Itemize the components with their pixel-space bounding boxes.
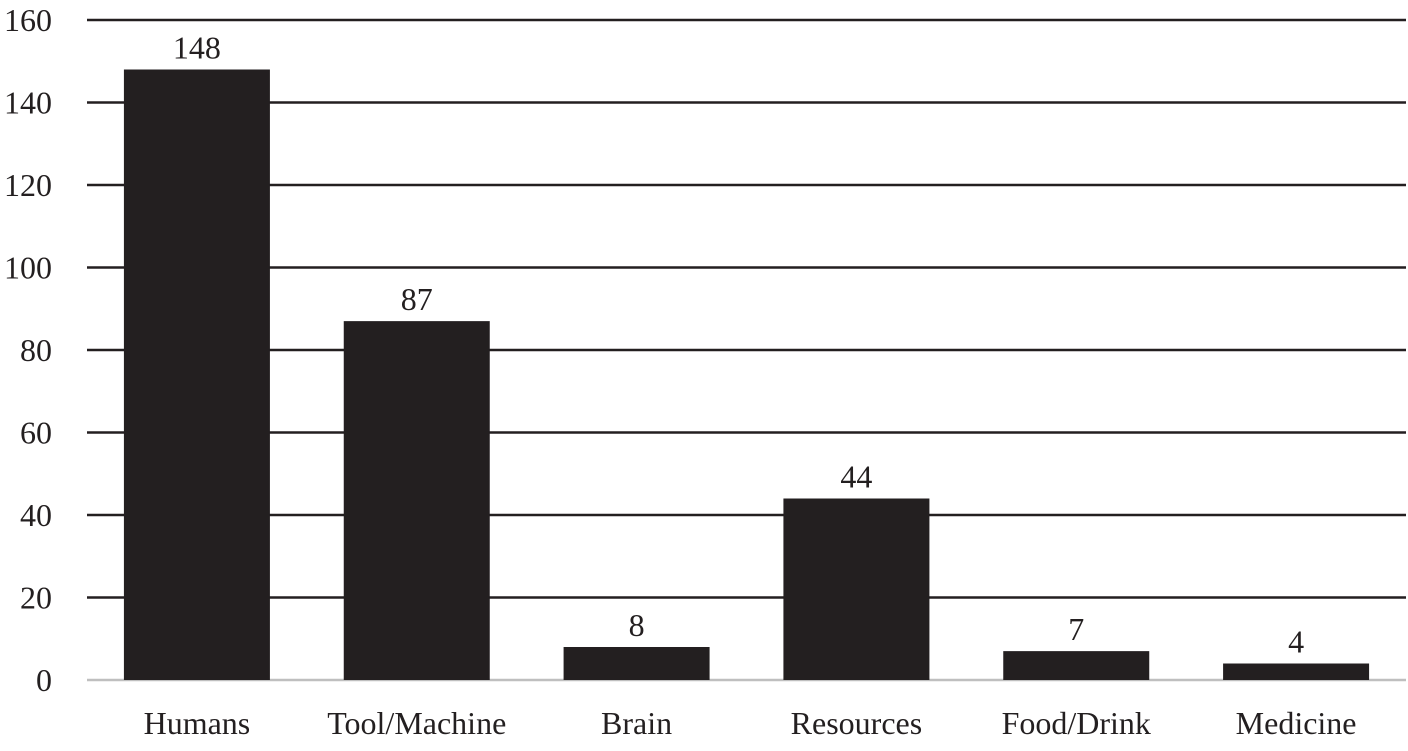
y-tick-label: 140 — [4, 85, 52, 121]
bar — [1223, 663, 1370, 680]
data-label: 8 — [629, 607, 645, 643]
bar — [1003, 651, 1150, 680]
y-axis: 0 20 40 60 80 100 120 140 160 — [4, 2, 52, 698]
data-label: 4 — [1288, 624, 1304, 660]
gridlines — [87, 18, 1406, 682]
y-tick-label: 0 — [36, 662, 52, 698]
data-label: 87 — [401, 281, 433, 317]
bar — [343, 321, 490, 680]
bar — [123, 69, 270, 680]
bar — [563, 647, 710, 680]
bars — [123, 69, 1370, 680]
x-tick-label: Medicine — [1236, 705, 1357, 741]
data-label: 44 — [840, 459, 872, 495]
y-tick-label: 60 — [20, 415, 52, 451]
x-axis: Humans Tool/Machine Brain Resources Food/Dri… — [144, 705, 1357, 741]
x-tick-label: Humans — [144, 705, 251, 741]
x-tick-label: Tool/Machine — [327, 705, 506, 741]
y-tick-label: 120 — [4, 167, 52, 203]
data-label: 7 — [1068, 611, 1084, 647]
data-label: 148 — [173, 30, 221, 66]
y-tick-label: 100 — [4, 250, 52, 286]
x-tick-label: Food/Drink — [1002, 705, 1151, 741]
bar — [783, 498, 930, 680]
x-tick-label: Resources — [791, 705, 923, 741]
y-tick-label: 20 — [20, 580, 52, 616]
x-tick-label: Brain — [601, 705, 672, 741]
data-labels: 148 87 8 44 7 4 — [173, 30, 1304, 660]
y-tick-label: 80 — [20, 332, 52, 368]
y-tick-label: 160 — [4, 2, 52, 38]
y-tick-label: 40 — [20, 497, 52, 533]
